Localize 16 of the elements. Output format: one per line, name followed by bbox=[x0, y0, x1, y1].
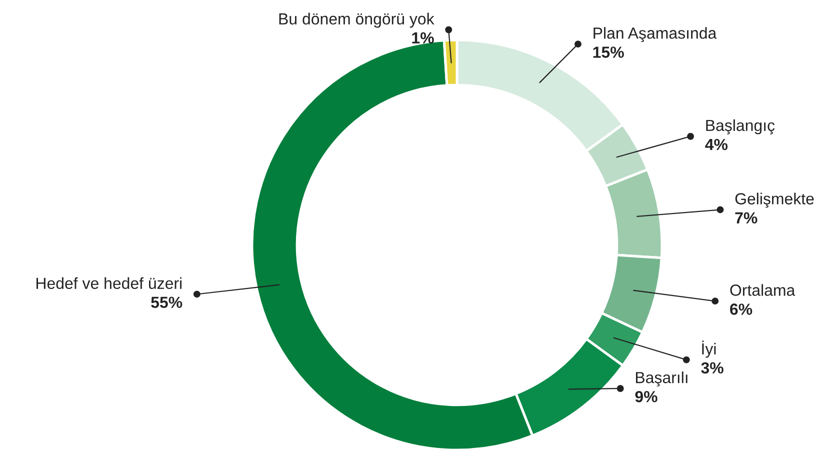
slice-label: Plan Aşamasında bbox=[594, 27, 717, 42]
slice-label: Bu dönem öngörü yok bbox=[279, 12, 434, 28]
slice-label: İyi bbox=[702, 340, 716, 358]
data-label: 1% bbox=[412, 32, 434, 44]
slice-label: Başarılı bbox=[636, 371, 688, 386]
slice-label: Ortalama bbox=[730, 284, 796, 296]
slice-label: Gelişmekte bbox=[735, 192, 814, 208]
data-label: 7% bbox=[735, 212, 758, 224]
data-label: 6% bbox=[730, 304, 752, 315]
data-label: 4% bbox=[705, 138, 728, 150]
data-label: 15% bbox=[593, 46, 624, 58]
slice-label: Başlangıç bbox=[706, 119, 775, 134]
slice-label: Hedef ve hedef üzeri bbox=[36, 277, 182, 289]
data-label: 9% bbox=[635, 390, 658, 402]
data-label: 55% bbox=[151, 296, 182, 308]
data-label: 3% bbox=[701, 362, 724, 374]
